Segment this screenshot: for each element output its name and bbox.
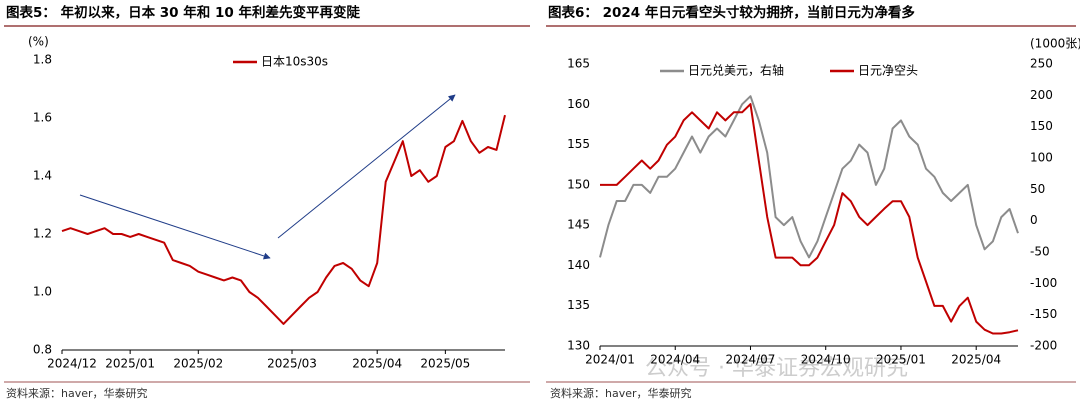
y2-tick-label: 150 [1030,119,1053,133]
watermark: 公众号 · 华泰证券宏观研究 [645,356,908,381]
source: 资料来源：haver，华泰研究 [550,386,692,400]
y-tick-label: 150 [567,177,590,191]
chart-title: 图表6： 2024 年日元看空头寸较为拥挤，当前日元为净看多 [548,4,915,21]
x-tick-label: 2024/10 [801,353,851,367]
y-tick-label: 130 [567,339,590,353]
x-tick-label: 2025/02 [173,357,223,371]
y-tick-label: 1.2 [33,227,52,241]
y2-tick-label: -50 [1030,245,1050,259]
y2-tick-label: -200 [1030,339,1057,353]
legend-label: 日本10s30s [261,55,328,69]
y-tick-label: 155 [567,137,590,151]
x-tick-label: 2024/04 [650,353,700,367]
source: 资料来源：haver，华泰研究 [6,386,148,400]
y-tick-label: 140 [567,258,590,272]
x-tick-label: 2024/12 [47,357,97,371]
y-tick-label: 135 [567,298,590,312]
x-tick-label: 2025/04 [951,353,1001,367]
legend-label: 日元兑美元，右轴 [688,63,784,78]
x-tick-label: 2025/01 [105,357,155,371]
series-line [61,114,506,325]
series-line [600,103,1019,335]
y-tick-label: 165 [567,57,590,71]
y-tick-label: 160 [567,97,590,111]
arrow [277,94,456,239]
series-line [599,95,1019,259]
chart-title: 图表5： 年初以来，日本 30 年和 10 年利差先变平再变陡 [6,4,360,21]
y-tick-label: 0.8 [33,343,52,357]
y-unit: (%) [28,35,49,49]
y2-unit: (1000张) [1030,37,1080,51]
y2-tick-label: 0 [1030,213,1038,227]
y-tick-label: 1.0 [33,285,52,299]
x-tick-label: 2024/07 [726,353,776,367]
y2-tick-label: -150 [1030,307,1057,321]
x-tick-label: 2025/03 [267,357,317,371]
y2-tick-label: 50 [1030,182,1045,196]
x-tick-label: 2025/05 [420,357,470,371]
arrow [79,194,271,260]
y2-tick-label: 100 [1030,151,1053,165]
x-tick-label: 2025/04 [352,357,402,371]
y2-tick-label: -100 [1030,276,1057,290]
x-tick-label: 2025/01 [876,353,926,367]
y-tick-label: 1.8 [33,53,52,67]
legend-label: 日元净空头 [858,64,918,78]
y-tick-label: 1.4 [33,169,52,183]
y2-tick-label: 250 [1030,57,1053,71]
y-tick-label: 1.6 [33,111,52,125]
y-tick-label: 145 [567,218,590,232]
y2-tick-label: 200 [1030,88,1053,102]
x-tick-label: 2024/01 [585,353,635,367]
